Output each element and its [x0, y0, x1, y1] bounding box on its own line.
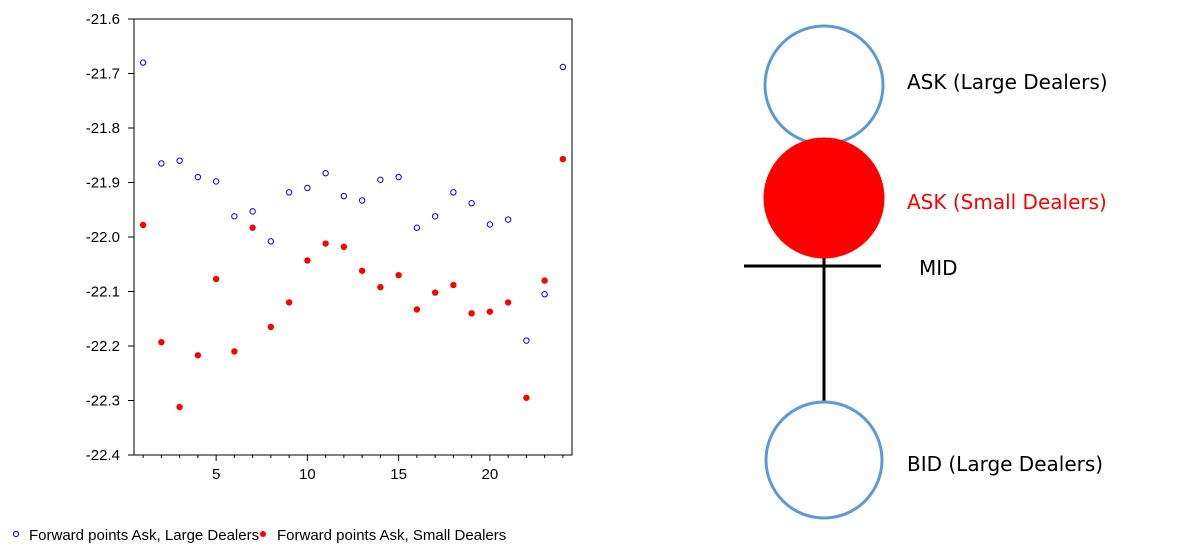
bid-large-dealers-circle — [764, 400, 884, 520]
point-large-dealers — [194, 173, 202, 181]
x-tick-label: 15 — [390, 466, 407, 483]
point-small-dealers — [249, 224, 256, 231]
point-small-dealers — [304, 257, 311, 264]
point-small-dealers — [358, 267, 366, 274]
label-ask-small-dealers: ASK (Small Dealers) — [907, 190, 1107, 214]
point-small-dealers — [377, 283, 384, 291]
x-tick-label: 10 — [299, 466, 316, 483]
series-small-dealers — [139, 155, 567, 411]
label-ask-large-dealers: ASK (Large Dealers) — [907, 70, 1108, 94]
y-tick-label: -22.0 — [86, 229, 120, 246]
point-small-dealers — [541, 277, 548, 284]
point-large-dealers — [395, 173, 402, 181]
x-tick-label: 5 — [212, 466, 220, 483]
point-large-dealers — [304, 184, 311, 192]
legend-marker-small-dealers — [260, 531, 266, 537]
point-large-dealers — [541, 291, 548, 298]
y-tick-label: -21.6 — [86, 11, 120, 28]
point-large-dealers — [285, 189, 293, 196]
point-small-dealers — [194, 352, 202, 359]
y-axis: -21.6 -21.7 -21.8 -21.9 -22.0 -22.1 -22.2 -22.3… — [86, 11, 134, 464]
point-small-dealers — [523, 394, 530, 401]
legend: Forward points Ask, Large Dealers Forwar… — [12, 527, 506, 544]
point-small-dealers — [267, 323, 275, 331]
point-small-dealers — [322, 240, 329, 247]
point-large-dealers — [340, 192, 348, 200]
point-large-dealers — [486, 221, 494, 228]
scatter-chart: -21.6 -21.7 -21.8 -21.9 -22.0 -22.1 -22.2 -22.3… — [12, 11, 573, 544]
point-large-dealers — [431, 213, 439, 220]
y-tick-label: -22.2 — [86, 338, 120, 355]
x-axis: 5 10 15 20 — [142, 455, 564, 483]
point-small-dealers — [212, 275, 220, 283]
point-small-dealers — [139, 221, 147, 229]
legend-label-small-dealers: Forward points Ask, Small Dealers — [277, 527, 506, 544]
point-small-dealers — [231, 348, 238, 355]
point-large-dealers — [212, 178, 220, 185]
point-small-dealers — [340, 243, 348, 251]
series-large-dealers — [139, 59, 567, 344]
y-tick-label: -21.7 — [86, 66, 120, 83]
point-large-dealers — [231, 213, 238, 220]
point-large-dealers — [504, 216, 512, 223]
point-large-dealers — [249, 208, 256, 215]
point-small-dealers — [176, 403, 183, 411]
point-large-dealers — [468, 200, 475, 207]
ask-small-dealers-circle — [763, 137, 885, 259]
y-tick-label: -22.3 — [86, 393, 120, 410]
point-large-dealers — [358, 197, 366, 204]
point-large-dealers — [559, 63, 567, 71]
point-small-dealers — [504, 299, 512, 306]
y-tick-label: -22.1 — [86, 284, 120, 301]
legend-marker-large-dealers — [12, 530, 20, 538]
point-large-dealers — [377, 176, 384, 183]
ask-large-dealers-circle — [763, 24, 885, 146]
point-large-dealers — [523, 337, 530, 344]
point-small-dealers — [468, 310, 475, 317]
point-large-dealers — [413, 224, 421, 231]
point-large-dealers — [267, 238, 275, 245]
legend-label-large-dealers: Forward points Ask, Large Dealers — [29, 527, 259, 544]
point-small-dealers — [559, 155, 567, 163]
point-small-dealers — [486, 308, 494, 315]
point-small-dealers — [413, 306, 421, 313]
point-small-dealers — [395, 271, 402, 279]
point-small-dealers — [450, 281, 457, 289]
y-tick-label: -21.9 — [86, 175, 120, 192]
point-large-dealers — [176, 157, 183, 164]
x-tick-label: 20 — [482, 466, 499, 483]
point-small-dealers — [285, 299, 293, 306]
point-small-dealers — [158, 338, 165, 346]
label-mid: MID — [919, 256, 958, 280]
point-large-dealers — [450, 189, 457, 196]
point-large-dealers — [322, 170, 329, 177]
point-large-dealers — [139, 59, 147, 66]
point-large-dealers — [158, 160, 165, 167]
point-small-dealers — [431, 289, 439, 296]
y-tick-label: -22.4 — [86, 447, 120, 464]
y-tick-label: -21.8 — [86, 120, 120, 137]
label-bid-large-dealers: BID (Large Dealers) — [907, 452, 1103, 476]
